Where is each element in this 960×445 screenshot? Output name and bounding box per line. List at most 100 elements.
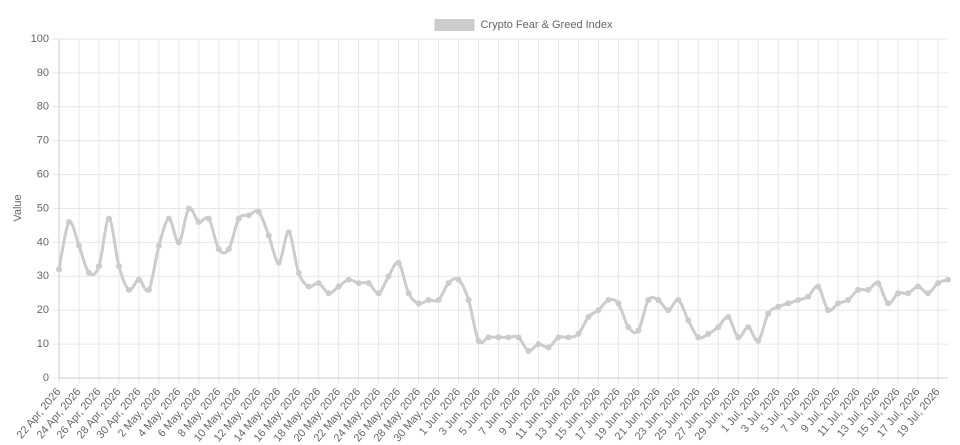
point — [815, 283, 822, 290]
point — [275, 259, 282, 266]
y-tick-label: 90 — [37, 67, 49, 79]
point — [155, 242, 162, 249]
point — [465, 297, 472, 304]
point — [735, 334, 742, 341]
point — [405, 290, 412, 297]
point — [715, 324, 722, 331]
point — [925, 290, 932, 297]
point — [555, 334, 562, 341]
point — [845, 297, 852, 304]
point — [295, 269, 302, 276]
point — [325, 290, 332, 297]
y-tick-label: 50 — [37, 202, 49, 214]
y-tick-label: 20 — [37, 304, 49, 316]
point — [895, 290, 902, 297]
point — [945, 276, 951, 283]
y-tick-label: 60 — [37, 169, 49, 181]
point — [435, 297, 442, 304]
point — [755, 337, 762, 344]
point — [655, 297, 662, 304]
point — [525, 347, 532, 354]
point — [705, 330, 712, 337]
point — [785, 300, 792, 307]
point — [885, 300, 892, 307]
point — [905, 290, 912, 297]
point — [645, 297, 652, 304]
point — [115, 263, 122, 270]
point — [495, 334, 502, 341]
point — [335, 283, 342, 290]
point — [195, 219, 202, 226]
point — [225, 246, 232, 253]
point — [485, 334, 492, 341]
y-tick-label: 80 — [37, 101, 49, 113]
y-tick-label: 70 — [37, 135, 49, 147]
point — [915, 283, 922, 290]
point — [56, 266, 62, 273]
point — [85, 269, 92, 276]
point — [95, 263, 102, 270]
point — [105, 215, 112, 222]
line — [57, 206, 949, 353]
point — [695, 334, 702, 341]
point — [235, 215, 242, 222]
point — [635, 327, 642, 334]
point — [595, 307, 602, 314]
point — [535, 341, 542, 348]
point — [875, 280, 882, 287]
point — [615, 300, 622, 307]
point — [855, 286, 862, 293]
point — [65, 219, 72, 226]
point — [395, 259, 402, 266]
point — [575, 330, 582, 337]
point — [125, 286, 132, 293]
point — [625, 324, 632, 331]
point — [355, 280, 362, 287]
point — [825, 307, 832, 314]
point — [515, 334, 522, 341]
point — [805, 293, 812, 300]
point — [745, 324, 752, 331]
legend-swatch — [434, 19, 475, 31]
point — [185, 205, 192, 212]
point — [285, 229, 292, 236]
y-axis-label: Value — [12, 194, 24, 221]
point — [835, 300, 842, 307]
point — [245, 212, 252, 219]
y-tick-label: 40 — [37, 236, 49, 248]
point — [215, 246, 222, 253]
point — [365, 280, 372, 287]
point — [585, 313, 592, 320]
point — [605, 297, 612, 304]
y-tick-label: 10 — [37, 338, 49, 350]
point — [415, 300, 422, 307]
point — [425, 297, 432, 304]
point — [725, 313, 732, 320]
y-tick-label: 0 — [43, 372, 49, 384]
point — [145, 286, 152, 293]
point — [685, 317, 692, 324]
point — [445, 280, 452, 287]
point — [865, 286, 872, 293]
point — [775, 303, 782, 310]
point — [385, 273, 392, 280]
point — [205, 215, 212, 222]
point — [675, 297, 682, 304]
point — [135, 276, 142, 283]
point — [505, 334, 512, 341]
y-tick-label: 30 — [37, 270, 49, 282]
point — [455, 276, 462, 283]
point — [565, 334, 572, 341]
legend-label: Crypto Fear & Greed Index — [480, 19, 613, 31]
point — [345, 276, 352, 283]
y-tick-label: 100 — [31, 33, 49, 45]
point — [265, 232, 272, 239]
point — [935, 280, 942, 287]
point — [305, 283, 312, 290]
point — [545, 344, 552, 351]
point — [315, 280, 322, 287]
point — [765, 310, 772, 317]
point — [475, 337, 482, 344]
